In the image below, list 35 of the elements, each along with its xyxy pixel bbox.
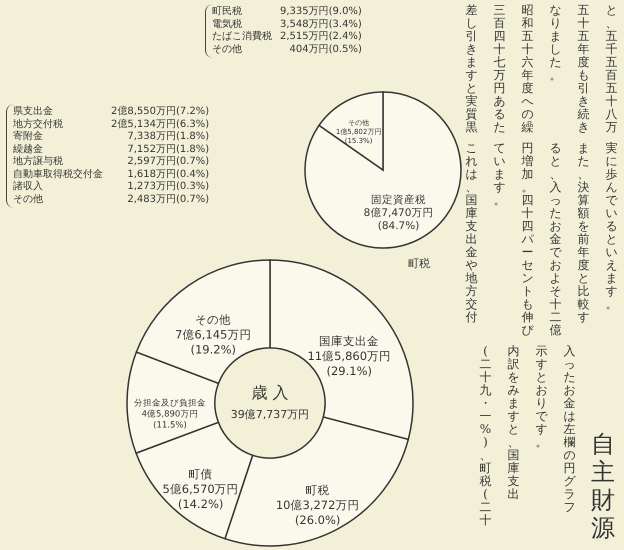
data-label: 11億5,860万円 (29.1%) (307, 348, 392, 378)
text: と、五千五百五十八万 (606, 3, 618, 134)
text: 差し引きますと実質黒 (466, 3, 478, 134)
text: これは、国庫支出金や地方交付 (466, 141, 478, 324)
text: 町税 (408, 256, 430, 271)
text: 円増加。四十四パーセントも伸び (522, 141, 534, 337)
data-label: 8億7,470万円 (84.7%) (364, 206, 434, 232)
text: ています。 (493, 141, 506, 207)
text: 五十五年度も引き続き (578, 3, 590, 134)
text: なりました。 (549, 3, 562, 82)
text: 歳 入 (251, 383, 289, 402)
text: 三百四十七万円あるた (494, 3, 506, 134)
slice-label: 固定資産税 (371, 192, 426, 206)
text: ると、入ったお金でおよそ十二億 (550, 141, 562, 337)
text: (二十九・一%)、町税(二十 (480, 344, 492, 527)
slice-label: 分担金及び負担金 (134, 398, 206, 409)
slice-label: 町税 (306, 482, 330, 497)
slice-label: 町債 (188, 467, 213, 482)
pie-slice (304, 91, 462, 249)
text: 町民税 9,335万円(9.0%) 電気税 3,548万円(3.4%) たばこ消費税 2,515万円(2.4%) その他 404万円(0.5%) (212, 6, 362, 54)
slice-label: 国庫支出金 (319, 334, 380, 348)
text: 昭和五十六年度への繰 (522, 3, 534, 134)
data-label: 7億6,145万円 (19.2%) (175, 328, 252, 357)
data-label: 10億3,272万円 (26.0%) (276, 498, 360, 527)
text: また、決算額を前年度と比較す (578, 141, 590, 324)
text: 39億7,737万円 (230, 408, 310, 421)
text: 示すとおりです。 (535, 344, 548, 449)
text: 県支出金 2億8,550万円(7.2%) 地方交付税 2億5,134万円(6.3%) 寄附金 7,338万円(1.8%) 繰越金 7,152万円(1.8%) 地方譲与税 2,597万円(0.7%) 自動車取得税交付金 1,618万円(0.4%) 諸収入 1,273万円(0.3%) その他 2,483万円(0.7%) (13, 106, 210, 204)
text: 内訳をみますと、国庫支出 (508, 344, 520, 501)
text: 入ったお金は左欄の円グラフ (564, 344, 576, 514)
data-label: 4億5,890万円 (11.5%) (142, 408, 198, 431)
data-label: 5億6,570万円 (14.2%) (162, 482, 239, 512)
text: 実に歩んでいるといえます。 (606, 141, 618, 311)
text: 自主財源 (590, 430, 616, 542)
slice-label: その他 (195, 312, 232, 327)
